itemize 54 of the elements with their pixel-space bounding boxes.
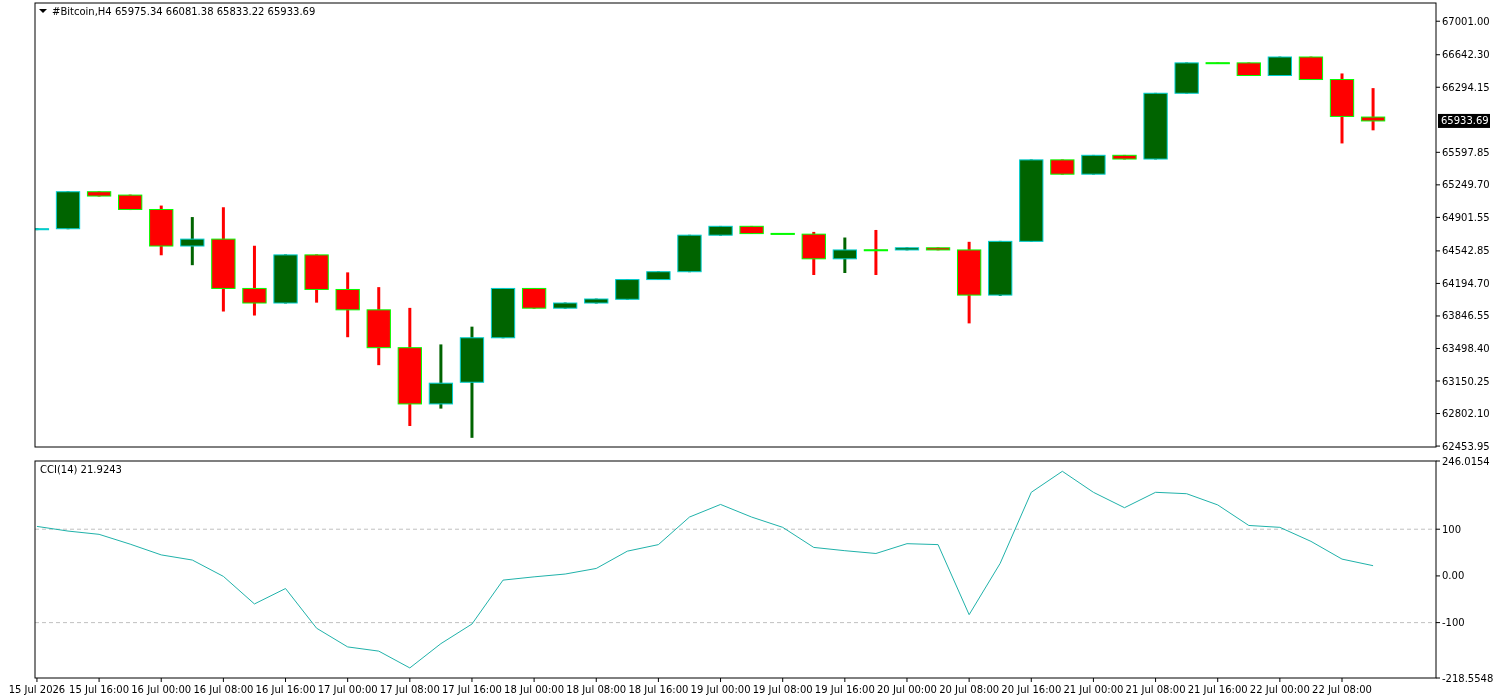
x-tick-label: 16 Jul 00:00 bbox=[131, 684, 192, 695]
x-tick-label: 19 Jul 16:00 bbox=[814, 684, 875, 695]
candlestick bbox=[615, 279, 640, 300]
candlestick bbox=[832, 237, 857, 274]
y-tick-label: 62453.95 bbox=[1442, 440, 1490, 452]
x-tick-label: 15 Jul 2026 bbox=[8, 684, 66, 695]
y-tick-label: 66294.15 bbox=[1442, 81, 1490, 93]
x-tick-label: 21 Jul 16:00 bbox=[1187, 684, 1248, 695]
candlestick bbox=[335, 272, 360, 339]
x-tick-label: 19 Jul 00:00 bbox=[690, 684, 751, 695]
x-tick-label: 20 Jul 00:00 bbox=[877, 684, 937, 695]
candlestick bbox=[242, 245, 267, 316]
x-tick-label: 22 Jul 00:00 bbox=[1249, 684, 1310, 695]
y-tick-label: 246.0154 bbox=[1442, 455, 1490, 467]
x-tick-label: 20 Jul 16:00 bbox=[1001, 684, 1062, 695]
x-tick-label: 21 Jul 08:00 bbox=[1125, 684, 1186, 695]
x-tick-label: 18 Jul 16:00 bbox=[628, 684, 689, 695]
candlestick bbox=[1267, 56, 1293, 77]
candlestick bbox=[1360, 88, 1386, 131]
x-tick-label: 17 Jul 00:00 bbox=[317, 684, 378, 695]
x-tick-label: 16 Jul 08:00 bbox=[193, 684, 254, 695]
x-tick-label: 16 Jul 16:00 bbox=[255, 684, 316, 695]
candlestick bbox=[863, 228, 889, 275]
y-tick-label: 65249.70 bbox=[1442, 179, 1490, 191]
candlestick bbox=[1298, 56, 1324, 81]
x-tick-label: 19 Jul 08:00 bbox=[752, 684, 813, 695]
y-tick-label: -218.5548 bbox=[1442, 672, 1494, 684]
y-tick-label: -100 bbox=[1442, 617, 1465, 629]
candlestick bbox=[428, 344, 454, 409]
x-tick-label: 22 Jul 08:00 bbox=[1312, 684, 1372, 695]
candlestick bbox=[180, 217, 205, 267]
candlestick bbox=[521, 287, 547, 309]
y-tick-label: 64542.85 bbox=[1442, 245, 1490, 257]
y-tick-label: 64901.55 bbox=[1442, 211, 1490, 223]
y-tick-label: 63150.25 bbox=[1442, 375, 1490, 387]
x-tick-label: 15 Jul 16:00 bbox=[69, 684, 130, 695]
chart-title: #Bitcoin,H4 65975.34 66081.38 65833.22 65933.69 bbox=[52, 6, 316, 17]
y-tick-label: 66642.30 bbox=[1442, 49, 1490, 61]
x-tick-label: 17 Jul 08:00 bbox=[379, 684, 440, 695]
y-tick-label: 67001.00 bbox=[1442, 15, 1490, 27]
x-tick-label: 21 Jul 00:00 bbox=[1063, 684, 1124, 695]
y-tick-label: 64194.70 bbox=[1442, 277, 1490, 289]
x-tick-label: 18 Jul 08:00 bbox=[566, 684, 627, 695]
y-tick-label: 63846.55 bbox=[1442, 310, 1490, 322]
y-tick-label: 65597.85 bbox=[1442, 146, 1490, 158]
y-tick-label: 0.00 bbox=[1442, 570, 1465, 582]
y-tick-label: 63498.40 bbox=[1442, 342, 1490, 354]
x-tick-label: 18 Jul 00:00 bbox=[504, 684, 565, 695]
y-tick-label: 62802.10 bbox=[1442, 408, 1490, 420]
x-tick-label: 17 Jul 16:00 bbox=[441, 684, 502, 695]
text: 65933.69 bbox=[1441, 115, 1489, 127]
x-tick-label: 20 Jul 08:00 bbox=[939, 684, 1000, 695]
y-tick-label: 100 bbox=[1442, 523, 1462, 535]
chart-title: CCI(14) 21.9243 bbox=[40, 464, 122, 475]
